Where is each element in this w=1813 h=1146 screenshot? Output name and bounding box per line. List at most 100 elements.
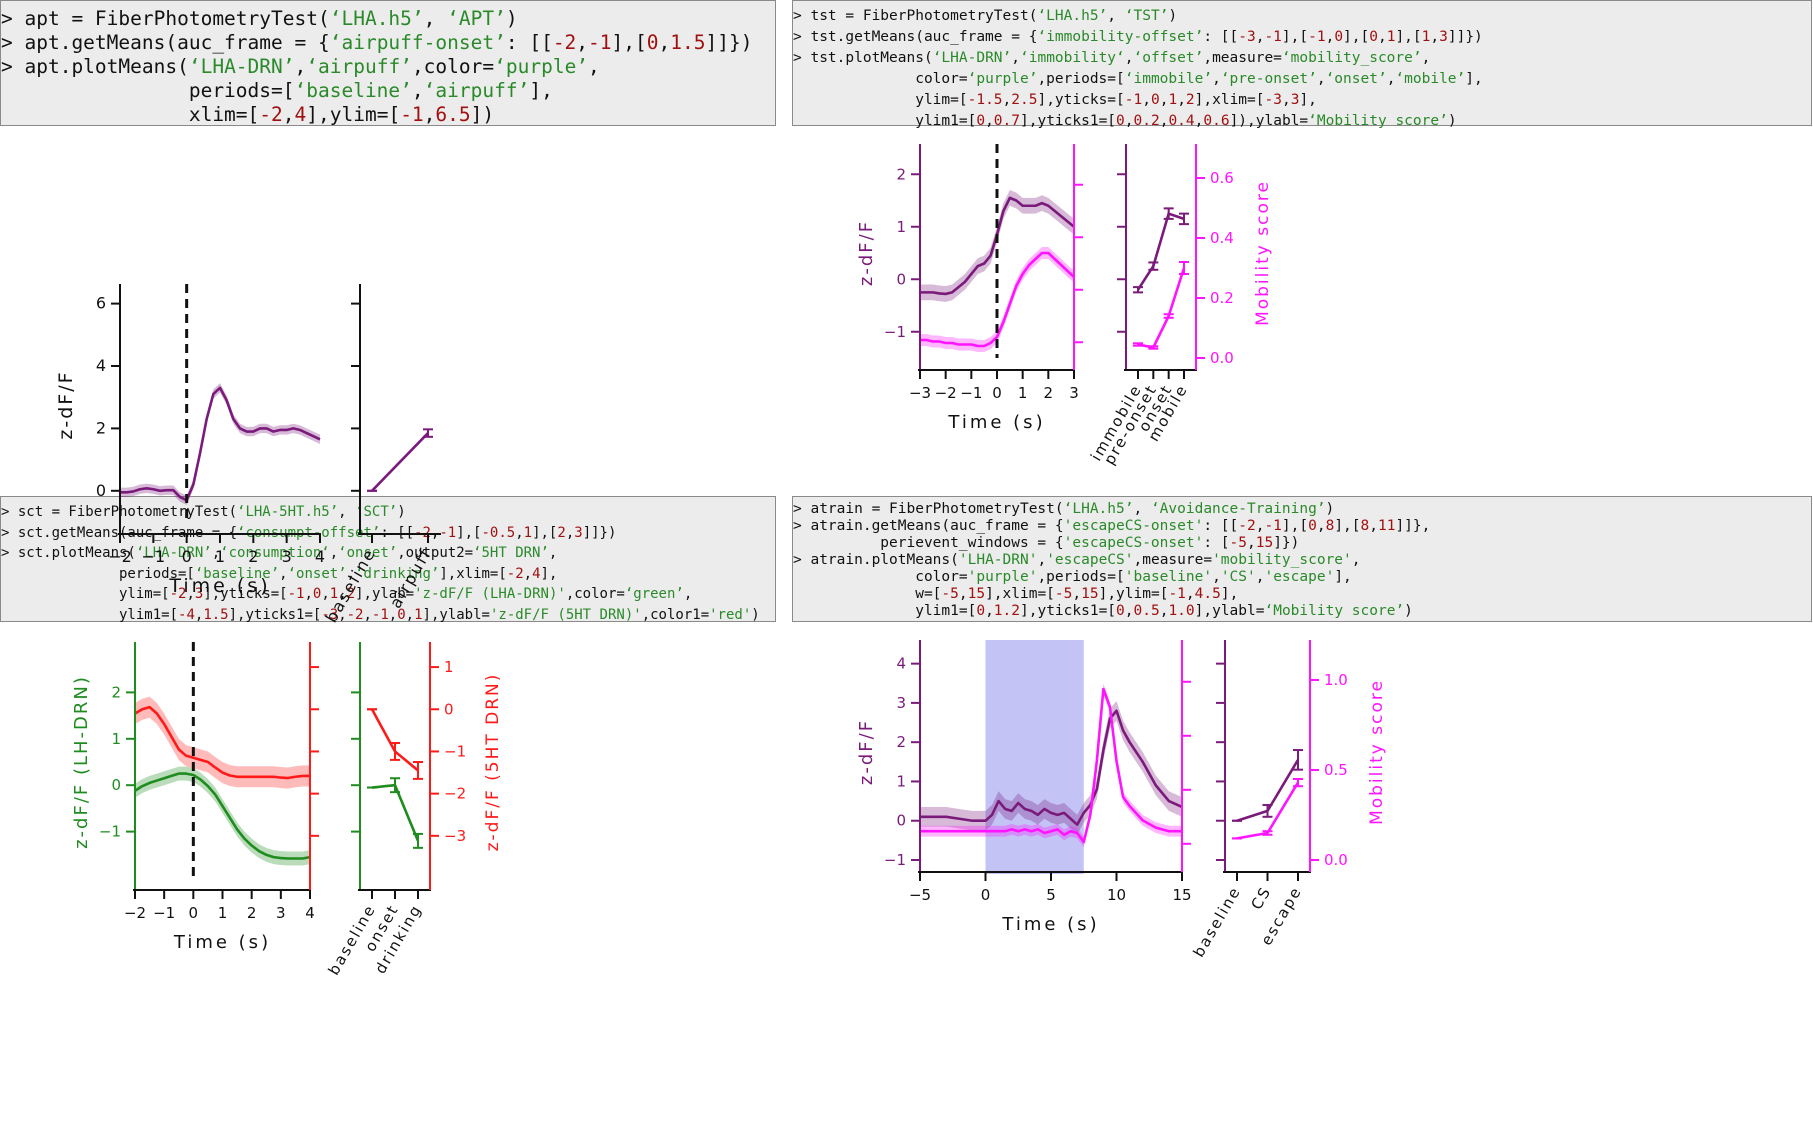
x-tick-label: −5 — [909, 886, 931, 904]
code-number: -3 — [1238, 29, 1256, 45]
code-number: -1 — [439, 524, 457, 541]
code-text: ],[ — [1281, 518, 1309, 534]
code-text: , — [1369, 518, 1378, 534]
code-text: periods=[ — [1, 565, 195, 582]
code-cell-sct: > sct = FiberPhotometryTest(‘LHA-5HT.h5’… — [0, 496, 776, 623]
code-text: , — [523, 565, 533, 582]
code-text: , — [430, 524, 440, 541]
code-text: , — [1255, 518, 1265, 534]
x-tick-label: 2 — [248, 547, 258, 566]
code-text: ],[ — [1395, 29, 1422, 45]
code-text: ylim1=[ — [793, 113, 977, 129]
code-text: , — [548, 545, 558, 561]
code-number: 0.4 — [1168, 113, 1195, 129]
code-text: , — [211, 545, 221, 561]
code-number: 4 — [532, 565, 541, 582]
code-text: , — [294, 55, 307, 78]
code-number: -2 — [346, 606, 364, 623]
x-tick-label: 0 — [189, 904, 199, 922]
code-text: , — [1255, 29, 1265, 45]
code-number: -1 — [1308, 29, 1326, 45]
code-string: ‘5HT DRN’ — [473, 545, 549, 561]
code-number: 2 — [1185, 92, 1195, 108]
code-text: ylim1=[ — [793, 603, 977, 619]
code-line: ylim1=[0,0.7],yticks1=[0,0.2,0.4,0.6]),y… — [793, 113, 1456, 129]
code-text: , — [985, 113, 994, 129]
code-text: , — [1185, 586, 1195, 602]
code-line: > sct.plotMeans(‘LHA-DRN’,‘consumption‘,… — [1, 545, 557, 561]
code-text: ) — [505, 7, 518, 30]
code-text: ]]}) — [582, 524, 617, 541]
code-number: 3 — [574, 524, 583, 541]
code-string: ‘LHA-DRN’ — [188, 55, 295, 78]
y-tick-label-right: 0.6 — [1210, 169, 1234, 187]
code-string: ‘baseline’ — [294, 79, 412, 102]
y-axis-label: z-dF/F (LH-DRN) — [71, 675, 92, 849]
code-number: -2 — [1238, 518, 1256, 534]
code-text: ]}) — [1273, 535, 1300, 551]
code-text: ,periods=[ — [1037, 71, 1125, 87]
x-tick-label: 10 — [1107, 886, 1126, 904]
code-text: ],yticks=[ — [203, 586, 288, 602]
code-line: periods=[‘baseline’,‘airpuff’], — [1, 79, 553, 102]
code-text: ,periods=[ — [1037, 569, 1125, 585]
code-number: 0 — [1116, 603, 1125, 619]
code-text: , — [1159, 92, 1169, 108]
code-text: , — [194, 606, 204, 623]
code-text: , — [411, 79, 424, 102]
code-string: ‘LHA.h5’ — [329, 7, 424, 30]
sct-trace-chart: −1 0 1 2 −2 −1 0 1 2 3 4 Time (s) z-dF/F (LH-DRN) — [71, 642, 319, 953]
code-text: xlim=[ — [1, 103, 260, 126]
y-tick-label-right: 0 — [444, 700, 454, 718]
code-text: : [[ — [1203, 29, 1239, 45]
code-string: ‘consumpt-offset’ — [237, 524, 381, 541]
code-string: ‘LHA-DRN’ — [932, 50, 1012, 66]
y-axis-label: z-dF/F — [856, 220, 877, 286]
x-tick-label: 1 — [1018, 384, 1028, 402]
code-text: , — [1177, 92, 1186, 108]
code-text: , — [576, 31, 589, 54]
x-tick-label: 3 — [276, 904, 286, 922]
code-text: , — [423, 7, 448, 30]
code-text: , — [388, 606, 398, 623]
code-string: ‘mobile’ — [1395, 71, 1466, 87]
code-line: > sct.getMeans(auc_frame = {‘consumpt-of… — [1, 525, 616, 541]
code-string: ‘airpuff’ — [306, 55, 412, 78]
code-string: ‘onset’ — [338, 545, 398, 561]
code-text: ],[ — [611, 31, 647, 54]
code-line: > tst.getMeans(auc_frame = {‘immobility-… — [793, 29, 1483, 45]
code-text: color= — [793, 71, 968, 87]
code-text: , — [1325, 29, 1335, 45]
code-line: ylim1=[0,1.2],yticks1=[0,0.5,1.0],ylabl=… — [793, 603, 1413, 619]
y-tick-label: 6 — [96, 294, 106, 313]
code-text: , — [279, 565, 288, 582]
code-string: ‘APT’ — [447, 7, 506, 30]
code-cell-atrain: > atrain = FiberPhotometryTest(‘LHA.h5’,… — [792, 496, 1812, 622]
x-tick-label: −1 — [960, 384, 982, 402]
x-tick-label: −2 — [935, 384, 957, 402]
code-number: -1 — [1264, 29, 1282, 45]
code-number: 1.0 — [1168, 603, 1195, 619]
code-text: ],xlim=[ — [1194, 92, 1265, 108]
code-text: , — [1037, 552, 1047, 568]
code-text: , — [282, 103, 295, 126]
code-number: 0.7 — [993, 113, 1020, 129]
atrain-trace-chart: −1 0 1 2 3 4 −5 0 5 10 15 Time (s) z-dF/F — [856, 640, 1192, 935]
code-number: -2 — [506, 565, 524, 582]
code-text: > sct.getMeans(auc_frame = { — [1, 524, 238, 541]
code-number: 1 — [1168, 92, 1178, 108]
code-text: , — [1212, 569, 1221, 585]
code-text: ],ylab= — [355, 586, 415, 602]
code-line: > apt = FiberPhotometryTest(‘LHA.h5’, ‘A… — [1, 7, 518, 30]
code-text: , — [658, 31, 671, 54]
code-string: ‘LHA-DRN’ — [135, 545, 212, 561]
x-tick-label: 3 — [282, 547, 292, 566]
code-number: 1 — [523, 524, 533, 541]
code-string: 'mobility_score' — [1212, 552, 1352, 568]
code-text: ], — [529, 79, 553, 102]
code-text: , — [338, 504, 356, 520]
x-tick-label: −2 — [124, 904, 146, 922]
code-number: 1.5 — [203, 606, 229, 623]
code-number: 0 — [1308, 518, 1317, 534]
